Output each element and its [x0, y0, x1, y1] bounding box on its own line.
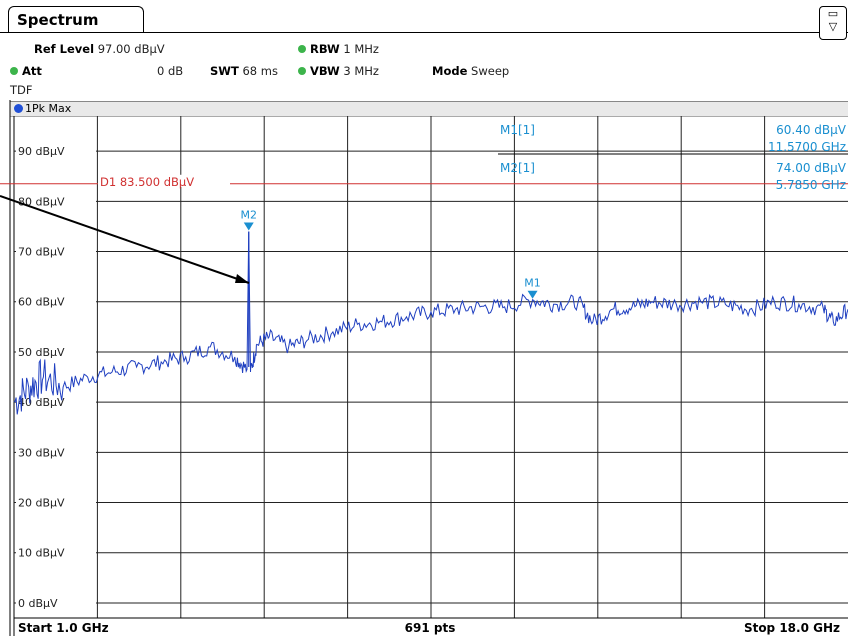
points-label: 691 pts [405, 621, 456, 635]
marker-table: M1[1] 60.40 dBµV 11.5700 GHz M2[1] 74.00 dBµ… [498, 123, 848, 192]
marker-m2-label: M2 [240, 208, 257, 221]
annotation-arrow-head [235, 274, 249, 283]
x-start-label: Start 1.0 GHz [18, 621, 109, 635]
marker-table-label: M2[1] [500, 161, 535, 175]
marker-m1-triangle[interactable] [528, 291, 538, 299]
y-tick-label: 10 dBµV [18, 547, 65, 560]
x-stop-label: Stop 18.0 GHz [744, 621, 840, 635]
grid [14, 116, 848, 618]
y-tick-label: 70 dBµV [18, 246, 65, 259]
annotation-arrow-line [0, 196, 249, 283]
marker-table-label: M1[1] [500, 123, 535, 137]
y-tick-label: 0 dBµV [18, 597, 58, 610]
marker-m1-label: M1 [524, 277, 541, 290]
display-line: D1 83.500 dBµV [0, 175, 848, 189]
marker-table-level: 74.00 dBµV [776, 161, 847, 175]
marker-table-level: 60.40 dBµV [776, 123, 847, 137]
y-tick-label: 30 dBµV [18, 446, 65, 459]
y-tick-label: 50 dBµV [18, 346, 65, 359]
marker-m2-triangle[interactable] [244, 222, 254, 230]
y-tick-label: 90 dBµV [18, 145, 65, 158]
y-tick-label: 80 dBµV [18, 195, 65, 208]
y-tick-label: 20 dBµV [18, 497, 65, 510]
y-tick-label: 60 dBµV [18, 296, 65, 309]
marker-table-freq: 5.7850 GHz [776, 178, 846, 192]
display-line-label: D1 83.500 dBµV [100, 175, 194, 189]
marker-table-freq: 11.5700 GHz [768, 140, 846, 154]
